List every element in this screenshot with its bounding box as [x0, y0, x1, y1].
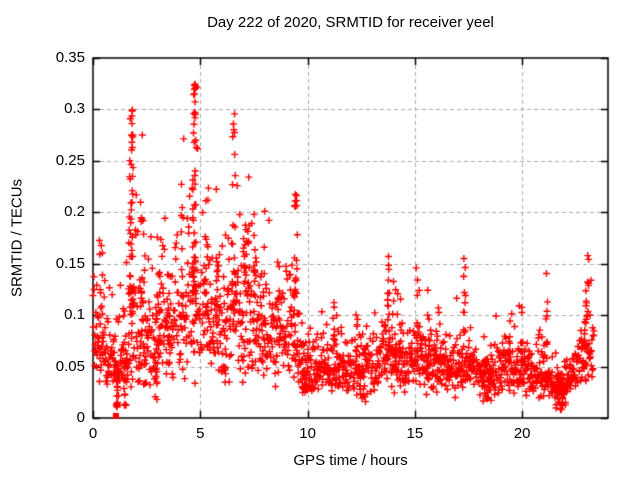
y-tick-label: 0.05	[55, 357, 85, 375]
x-axis-label: GPS time / hours	[293, 452, 408, 469]
y-axis-label: SRMTID / TECUs	[8, 178, 26, 298]
y-tick-label: 0.15	[55, 254, 85, 272]
x-tick-label: 0	[88, 425, 98, 442]
y-tick-label: 0.2	[64, 203, 85, 221]
x-tick-label: 10	[299, 425, 316, 442]
chart-title: Day 222 of 2020, SRMTID for receiver yee…	[207, 14, 494, 31]
x-tick-label: 20	[513, 425, 531, 442]
y-tick-label: 0.3	[64, 100, 85, 118]
y-tick-label: 0.35	[55, 49, 85, 66]
x-tick-label: 15	[406, 425, 424, 442]
x-tick-label: 5	[196, 425, 205, 442]
y-tick-label: 0	[76, 409, 85, 426]
y-tick-label: 0.25	[55, 151, 85, 169]
y-tick-label: 0.1	[64, 306, 85, 324]
